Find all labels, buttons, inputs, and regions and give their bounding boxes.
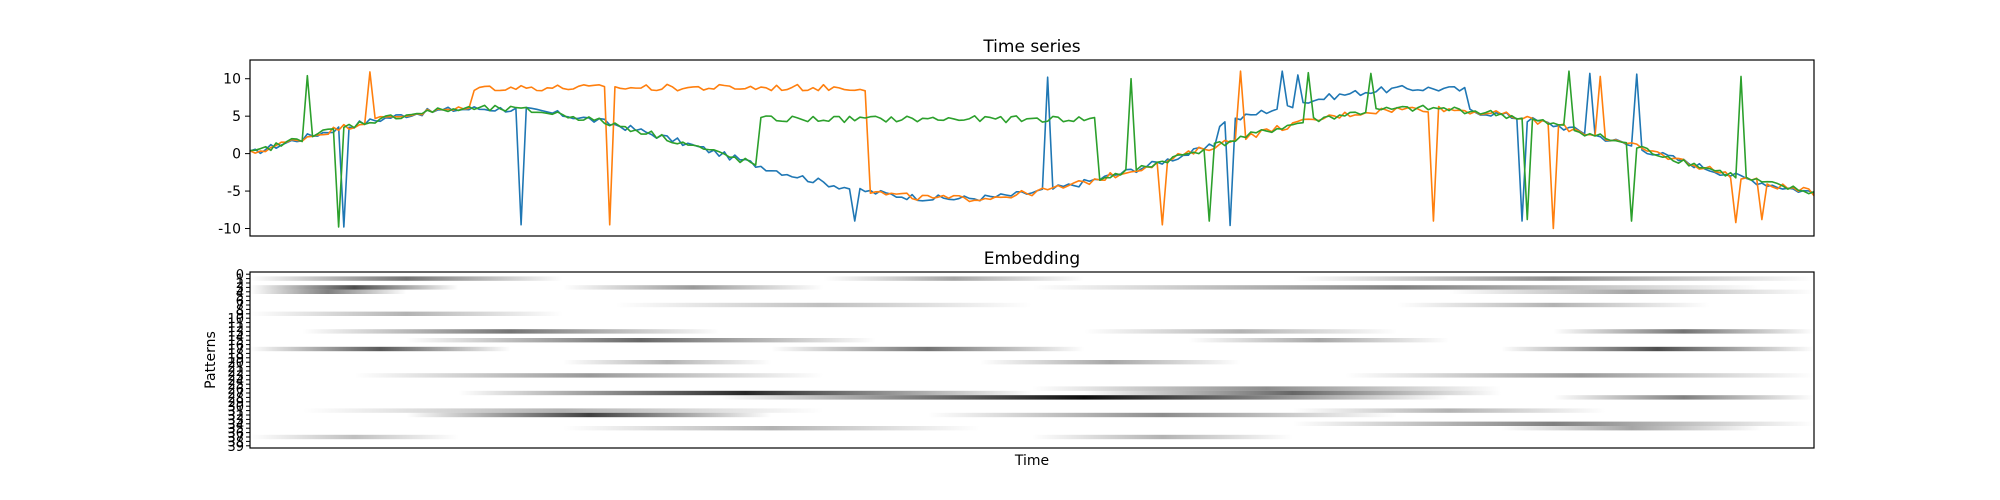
heatmap-y-tick-label: 32 [227,409,244,424]
heatmap-band [1553,395,1814,400]
y-tick-label: 5 [232,109,241,125]
heatmap-y-tick-label: 30 [227,400,244,415]
time-series-axes-frame [249,59,1815,237]
heatmap-y-tick-label: 23 [227,369,244,384]
heatmap-y-tick-label: 20 [227,356,244,371]
heatmap-band [302,329,720,334]
heatmap-y-tick-label: 5 [236,290,244,305]
heatmap-y-tick-label: 35 [227,422,244,437]
embedding-y-ticks: 0123456789101112131415161718192021222324… [227,268,250,455]
heatmap-band [979,360,1241,365]
heatmap-band [354,373,824,378]
time-series-lines [249,70,1815,230]
embedding-x-label: Time [1014,453,1049,469]
heatmap-y-tick-label: 6 [236,295,244,310]
heatmap-band [458,390,1032,396]
heatmap-band [614,302,1032,308]
time-series-chart: Time series 10 5 0 -5 -10 [218,37,1815,238]
heatmap-y-tick-label: 4 [236,286,244,301]
heatmap-y-tick-label: 31 [227,405,244,420]
heatmap-y-tick-label: 7 [236,299,244,314]
heatmap-y-tick-label: 14 [227,330,244,345]
heatmap-band [1032,386,1502,391]
heatmap-band [823,276,1085,281]
heatmap-band [562,360,772,365]
heatmap-band [250,285,459,290]
heatmap-band [1553,329,1814,334]
heatmap-band [406,412,772,418]
series-line-2 [249,70,1815,230]
heatmap-y-tick-label: 19 [227,352,244,367]
heatmap-y-tick-label: 21 [227,361,244,376]
heatmap-y-tick-label: 36 [227,427,244,442]
embedding-axes-frame [249,271,1815,449]
heatmap-band [1396,302,1710,308]
heatmap-band [1084,329,1397,334]
heatmap-band [1449,289,1814,294]
heatmap-y-tick-label: 8 [236,303,244,318]
heatmap-band [1501,346,1814,352]
heatmap-y-tick-label: 25 [227,378,244,393]
series-line-3 [249,70,1815,228]
heatmap-band [1292,421,1814,426]
heatmap-y-tick-label: 1 [236,273,244,288]
heatmap-y-tick-label: 29 [227,396,244,411]
heatmap-y-tick-label: 0 [236,268,244,283]
heatmap-y-tick-label: 26 [227,383,244,398]
heatmap-y-tick-label: 22 [227,365,244,380]
heatmap-y-tick-label: 3 [236,281,244,296]
heatmap-band [250,346,511,352]
heatmap-y-tick-label: 9 [236,308,244,323]
heatmap-y-tick-label: 18 [227,347,244,362]
y-tick-label: 10 [223,72,241,88]
heatmap-y-tick-label: 2 [236,277,244,292]
heatmap-y-tick-label: 11 [227,317,244,332]
embedding-y-label: Patterns [203,331,219,389]
heatmap-y-tick-label: 34 [227,418,244,433]
heatmap-band [927,412,1397,418]
heatmap-band [562,285,824,290]
heatmap-band [562,426,980,431]
y-tick-label: -10 [218,222,241,238]
heatmap-y-tick-label: 15 [227,334,244,349]
embedding-chart: Embedding 012345678910111213141516171819… [203,249,1815,469]
heatmap-band [250,276,563,281]
heatmap-band [1084,390,1502,396]
heatmap-band [250,434,459,440]
embedding-title: Embedding [984,249,1080,269]
heatmap-band [250,289,407,294]
heatmap-band [719,395,1450,400]
heatmap-y-tick-label: 16 [227,339,244,354]
heatmap-y-tick-label: 10 [227,312,244,327]
heatmap-y-tick-label: 33 [227,413,244,428]
heatmap-y-tick-label: 28 [227,391,244,406]
heatmap-y-tick-label: 17 [227,343,244,358]
heatmap-y-tick-label: 13 [227,325,244,340]
heatmap-y-tick-label: 12 [227,321,244,336]
heatmap-band [250,311,563,316]
heatmap-band [302,408,824,413]
heatmap-band [1188,338,1450,343]
heatmap-band [1344,373,1814,378]
heatmap-y-tick-label: 37 [227,431,244,446]
y-tick-label: -5 [227,184,241,200]
heatmap-y-tick-label: 38 [227,435,244,450]
heatmap-band [1032,285,1762,290]
heatmap-band [1292,276,1814,281]
heatmap-y-tick-label: 39 [227,440,244,455]
series-line-1 [249,70,1815,228]
heatmap-band [1032,434,1293,440]
time-series-y-ticks: 10 5 0 -5 -10 [218,72,250,238]
heatmap-band [1292,408,1606,413]
heatmap-band [1501,426,1762,431]
heatmap-y-tick-label: 27 [227,387,244,402]
heatmap-band [406,338,876,343]
y-tick-label: 0 [232,147,241,163]
embedding-heatmap [250,276,1814,440]
heatmap-y-tick-label: 24 [227,374,244,389]
time-series-title: Time series [982,37,1080,57]
heatmap-band [771,346,1085,352]
